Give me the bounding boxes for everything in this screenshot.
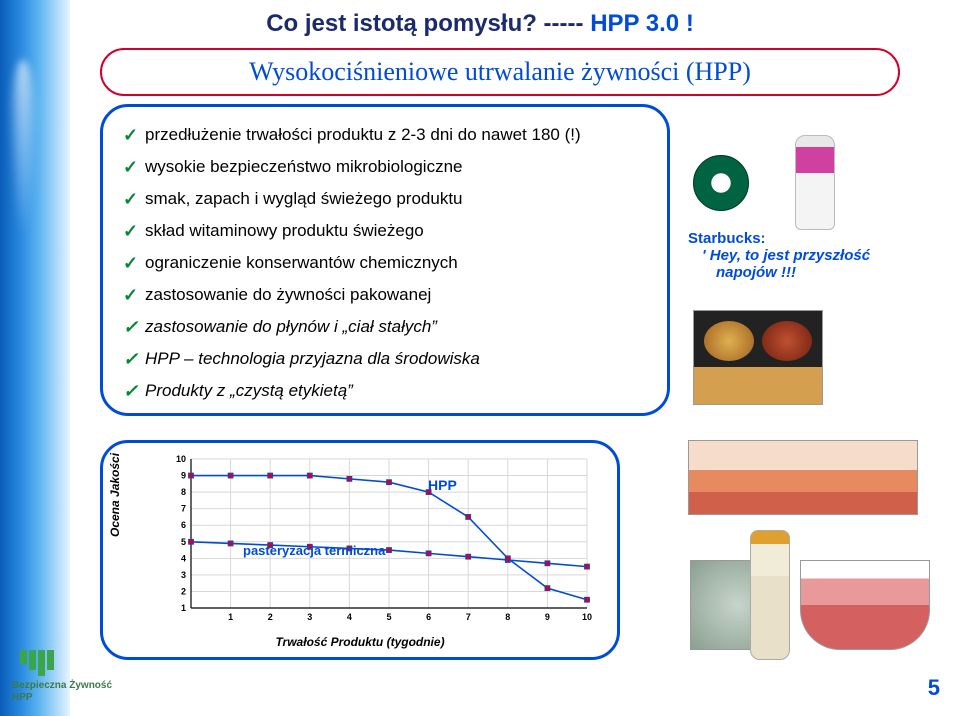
product-photo-bottle-top: [795, 135, 835, 230]
chart-y-axis-label: Ocena Jakości: [108, 453, 122, 537]
subtitle-text: Wysokociśnieniowe utrwalanie żywności (H…: [102, 50, 898, 94]
left-decor-stripe: [0, 0, 70, 716]
bullet-item: zastosowanie do płynów i „ciał stałych”: [123, 317, 647, 337]
svg-text:10: 10: [582, 612, 592, 622]
chart-series-label-past: pasteryzacja termiczna: [243, 543, 385, 558]
logo-text-line2: HPP: [12, 692, 122, 704]
svg-text:5: 5: [181, 537, 186, 547]
svg-text:9: 9: [545, 612, 550, 622]
svg-text:3: 3: [181, 570, 186, 580]
starbucks-logo-icon: [693, 155, 749, 211]
bullet-list-box: przedłużenie trwałości produktu z 2-3 dn…: [100, 104, 670, 416]
starbucks-title: Starbucks:: [688, 230, 948, 247]
svg-text:8: 8: [505, 612, 510, 622]
svg-text:2: 2: [181, 586, 186, 596]
svg-text:9: 9: [181, 471, 186, 481]
chart-inner: Ocena Jakości Trwałość Produktu (tygodni…: [123, 453, 597, 627]
svg-text:1: 1: [228, 612, 233, 622]
svg-text:4: 4: [181, 553, 186, 563]
svg-text:10: 10: [176, 454, 186, 464]
product-photo-meat: [800, 560, 930, 650]
svg-text:6: 6: [426, 612, 431, 622]
starbucks-quote-block: Starbucks: ' Hey, to jest przyszłość nap…: [688, 230, 948, 281]
chart-series-label-hpp: HPP: [428, 477, 457, 493]
svg-text:7: 7: [181, 504, 186, 514]
footer-logo: Bezpieczna Żywność HPP: [12, 650, 122, 704]
logo-bars-icon: [12, 650, 122, 676]
product-photo-juice-bottle: [750, 530, 790, 660]
logo-text-line1: Bezpieczna Żywność: [12, 680, 122, 692]
bullet-item: ograniczenie konserwantów chemicznych: [123, 253, 647, 273]
product-photo-meals: [693, 310, 823, 405]
svg-text:6: 6: [181, 520, 186, 530]
svg-text:3: 3: [307, 612, 312, 622]
page-number: 5: [928, 675, 940, 701]
starbucks-quote-line1: ' Hey, to jest przyszłość: [688, 247, 948, 264]
subtitle-box: Wysokociśnieniowe utrwalanie żywności (H…: [100, 48, 900, 96]
bullet-list: przedłużenie trwałości produktu z 2-3 dn…: [123, 125, 647, 401]
svg-text:5: 5: [386, 612, 391, 622]
svg-text:1: 1: [181, 603, 186, 613]
bullet-item: przedłużenie trwałości produktu z 2-3 dn…: [123, 125, 647, 145]
svg-text:4: 4: [347, 612, 352, 622]
starbucks-quote-line2: napojów !!!: [688, 264, 948, 281]
svg-text:8: 8: [181, 487, 186, 497]
title-part2: HPP 3.0 !: [590, 10, 694, 37]
product-photo-salmon: [688, 440, 918, 515]
slide-title: Co jest istotą pomysłu? ----- HPP 3.0 !: [0, 10, 960, 38]
chart-x-axis-label: Trwałość Produktu (tygodnie): [275, 635, 444, 649]
bullet-item: wysokie bezpieczeństwo mikrobiologiczne: [123, 157, 647, 177]
bullet-item: HPP – technologia przyjazna dla środowis…: [123, 349, 647, 369]
bullet-item: Produkty z „czystą etykietą”: [123, 381, 647, 401]
chart-svg: 1 2 3 4 5 6 7 8 9 10 1 2 3 4 5 6 7 8 9 10: [163, 453, 593, 628]
svg-text:2: 2: [268, 612, 273, 622]
bullet-item: smak, zapach i wygląd świeżego produktu: [123, 189, 647, 209]
svg-text:7: 7: [466, 612, 471, 622]
bullet-item: skład witaminowy produktu świeżego: [123, 221, 647, 241]
title-part1: Co jest istotą pomysłu? -----: [266, 10, 583, 37]
bullet-item: zastosowanie do żywności pakowanej: [123, 285, 647, 305]
quality-chart-box: Ocena Jakości Trwałość Produktu (tygodni…: [100, 440, 620, 660]
